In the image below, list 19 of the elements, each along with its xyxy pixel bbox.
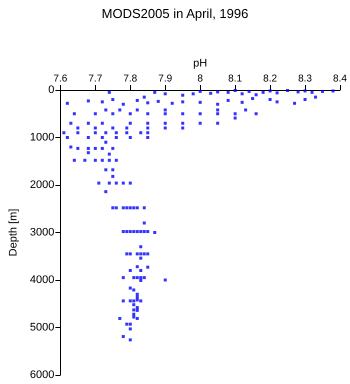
x-tick-label: 7.9 [158,74,173,84]
x-tick-label: 8.4 [333,74,348,84]
x-tick-label: 8 [197,74,204,84]
x-tick-label: 7.7 [88,74,103,84]
y-tick-label: 0 [48,84,54,96]
y-axis-title: Depth [m] [8,208,20,256]
chart-title: MODS2005 in April, 1996 [102,6,248,21]
y-tick-label: 4000 [30,274,54,286]
x-axis-title: pH [193,58,208,70]
y-tick-label: 2000 [30,179,54,191]
y-tick-label: 1000 [30,132,54,144]
x-tick-label: 8.1 [228,74,243,84]
x-tick-label: 7.6 [53,74,68,84]
y-tick-label: 5000 [30,322,54,334]
y-tick-label: 6000 [30,369,54,381]
x-tick-label: 8.3 [298,74,312,84]
x-tick-label: 8.2 [263,74,278,84]
y-tick-label: 3000 [30,226,54,238]
x-tick-label: 7.8 [123,74,138,84]
